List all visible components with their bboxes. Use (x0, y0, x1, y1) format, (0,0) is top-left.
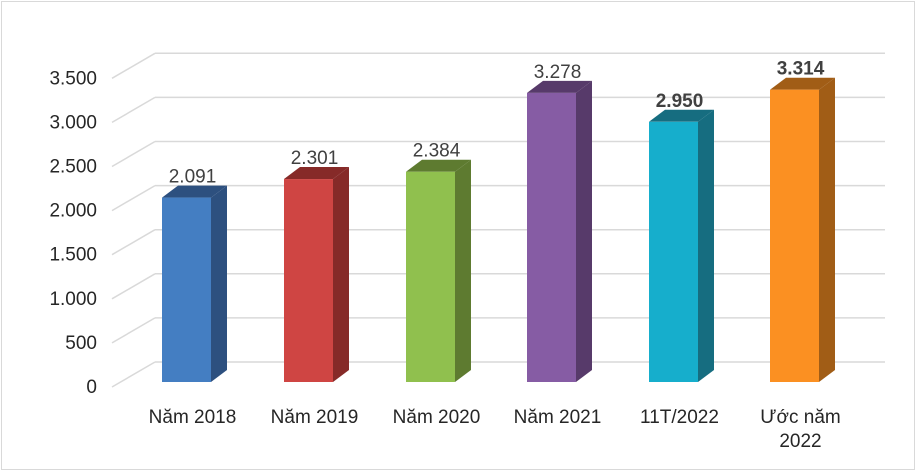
gridline-diagonal (111, 317, 156, 344)
data-label: 3.278 (534, 62, 582, 83)
gridline-diagonal (111, 96, 156, 124)
bar-top (527, 80, 592, 93)
data-label: 2.091 (169, 167, 217, 188)
bar-top (406, 159, 471, 172)
bar-side (211, 185, 227, 382)
bar-top (162, 185, 227, 198)
bar-side (819, 77, 835, 382)
y-tick-label: 2.000 (49, 201, 97, 222)
gridline-diagonal (111, 140, 156, 168)
x-tick-label: 11T/2022 (640, 407, 719, 428)
bar (284, 179, 333, 382)
bar (406, 171, 455, 382)
bar-top (649, 109, 714, 122)
gridline-diagonal (111, 273, 156, 300)
bar (770, 89, 819, 382)
x-tick-label: 2022 (779, 431, 821, 452)
bar-side (576, 80, 592, 382)
bar-side (698, 109, 714, 382)
x-tick-label: Ước năm (760, 407, 840, 428)
bar-top (770, 77, 835, 90)
bar-side (333, 167, 349, 382)
y-tick-label: 500 (65, 333, 97, 354)
bar-side (455, 159, 471, 382)
y-tick-label: 1.500 (49, 245, 97, 266)
bar-top (284, 167, 349, 180)
y-tick-label: 1.000 (49, 289, 97, 310)
gridline-diagonal (111, 52, 156, 79)
gridline-diagonal (111, 361, 156, 388)
gridline-diagonal (111, 184, 156, 212)
y-tick-label: 0 (86, 377, 97, 398)
bar (649, 121, 698, 382)
bar (162, 197, 211, 382)
y-tick-label: 2.500 (49, 157, 97, 178)
y-tick-label: 3.500 (49, 68, 97, 89)
bar (527, 92, 576, 382)
x-tick-label: Năm 2018 (149, 407, 237, 428)
gridline-diagonal (111, 229, 156, 256)
data-label: 2.384 (413, 141, 461, 162)
x-tick-label: Năm 2021 (514, 407, 602, 428)
x-tick-label: Năm 2019 (271, 407, 359, 428)
data-label: 2.301 (291, 148, 339, 169)
y-tick-label: 3.000 (49, 112, 97, 133)
data-label: 2.950 (656, 91, 704, 112)
data-label: 3.314 (777, 59, 825, 80)
x-tick-label: Năm 2020 (393, 407, 481, 428)
